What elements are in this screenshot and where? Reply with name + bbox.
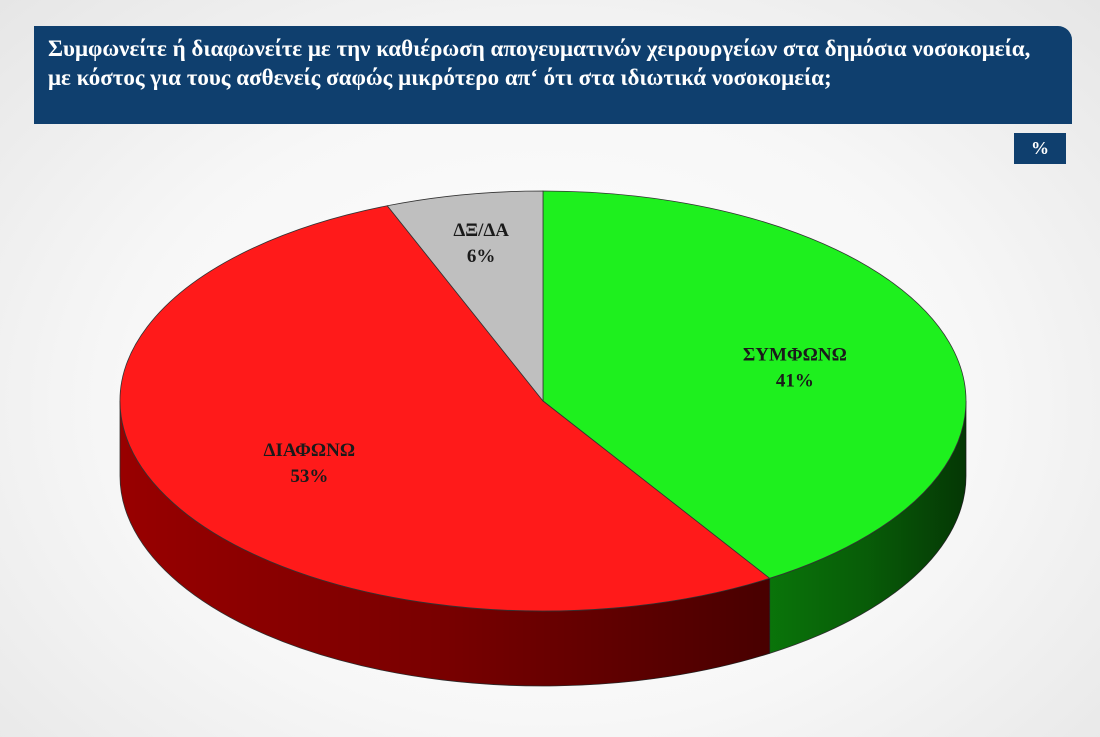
slice-0-top [542,190,967,579]
slice-0-value: 41% [776,371,814,392]
slice-2-top [386,190,544,403]
slice-1-value: 53% [290,466,328,487]
slice-2-value: 6% [467,246,496,267]
question-title-bar: Συμφωνείτε ή διαφωνείτε με την καθιέρωση… [34,26,1072,124]
percent-unit-label: % [1031,138,1049,158]
pie-slices [119,190,967,612]
slice-1-label: ΔΙΑΦΩΝΩ [264,440,356,461]
slice-0-side-shade [769,401,966,654]
question-title: Συμφωνείτε ή διαφωνείτε με την καθιέρωση… [48,36,1031,90]
percent-unit-badge: % [1014,133,1066,164]
slice-0-label: ΣΥΜΦΩΝΩ [743,345,847,366]
pie-labels: ΣΥΜΦΩΝΩ 41% ΔΙΑΦΩΝΩ 53% ΔΞ/ΔΑ 6% [264,220,847,487]
slice-1-side-shade [120,401,770,687]
slice-1-top [119,205,771,612]
slice-2-label: ΔΞ/ΔΑ [453,220,509,241]
